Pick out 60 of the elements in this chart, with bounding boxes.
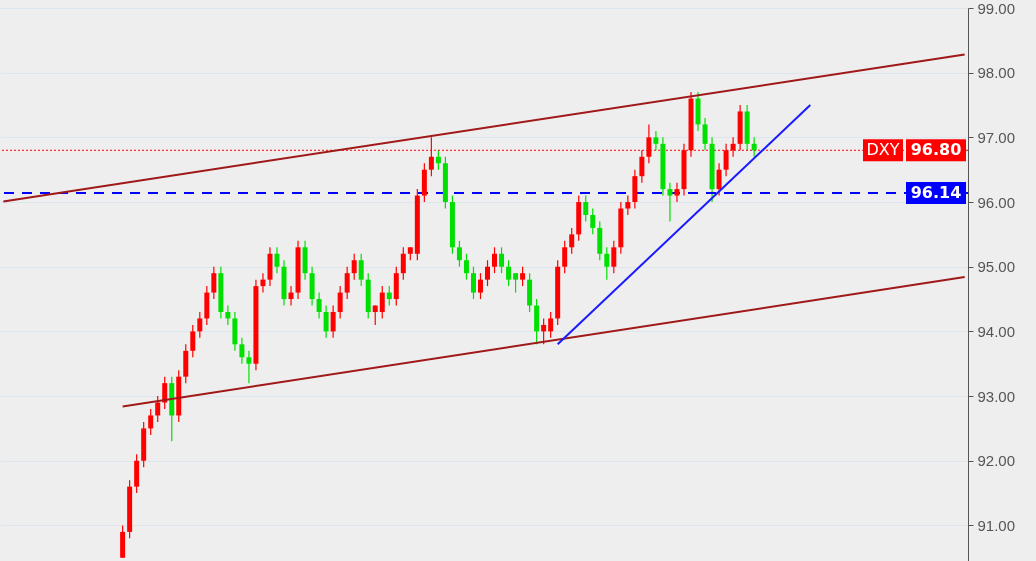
candlestick [470,266,476,300]
candlestick [541,317,547,345]
candlestick [702,117,708,151]
y-tick-label: 96.00 [977,193,1016,211]
y-tick-label: 93.00 [977,387,1016,405]
candlestick [548,311,554,339]
candlestick [520,266,526,287]
candlestick [506,259,512,287]
y-tick-label: 95.00 [977,258,1016,276]
candlestick [379,285,385,320]
y-tick-label: 91.00 [977,516,1016,534]
candlestick [590,207,596,235]
candlestick [323,304,329,339]
annotation: DXY [866,140,900,160]
candlestick [477,272,483,300]
candlestick [386,285,392,307]
candlestick [351,253,357,281]
candlestick [751,136,757,158]
candlestick [239,337,245,365]
candlestick [513,272,519,294]
candlestick [492,246,498,274]
candlestick [190,324,196,358]
candlestick [562,240,568,274]
candlestick [162,376,168,410]
candlestick [246,350,252,384]
ref-line-label: 96.80 [910,140,962,160]
y-tick-label: 92.00 [977,452,1016,470]
candlestick [211,266,217,300]
y-tick-label: 99.00 [977,0,1016,17]
candlestick [611,240,617,274]
ref-line-label: 96.14 [910,182,962,202]
candlestick [625,194,631,216]
candlestick [583,194,589,223]
candlestick [456,240,462,268]
candlestick [604,246,610,281]
candlestick [155,395,161,423]
y-tick-label: 94.00 [977,322,1016,340]
candlestick [400,246,406,281]
candlestick [288,285,294,307]
candlestick [667,182,673,223]
candlestick [716,162,722,197]
candlestick [148,408,154,436]
candlestick [260,272,266,294]
candlestick [330,304,336,339]
candlestick [197,311,203,339]
candlestick [337,285,343,320]
candlestick [569,227,575,255]
candlestick [653,130,659,151]
candlestick [674,182,680,203]
candlestick [358,253,364,287]
y-tick-label: 98.00 [977,64,1016,82]
candlestick [316,291,322,320]
y-tick-label: 97.00 [977,128,1016,146]
candlestick [225,304,231,326]
candlestick [485,259,491,287]
candlestick [435,149,441,171]
candlestick [463,253,469,281]
candlestick [499,246,505,274]
candlestick [274,246,280,274]
candlestick [344,266,350,300]
